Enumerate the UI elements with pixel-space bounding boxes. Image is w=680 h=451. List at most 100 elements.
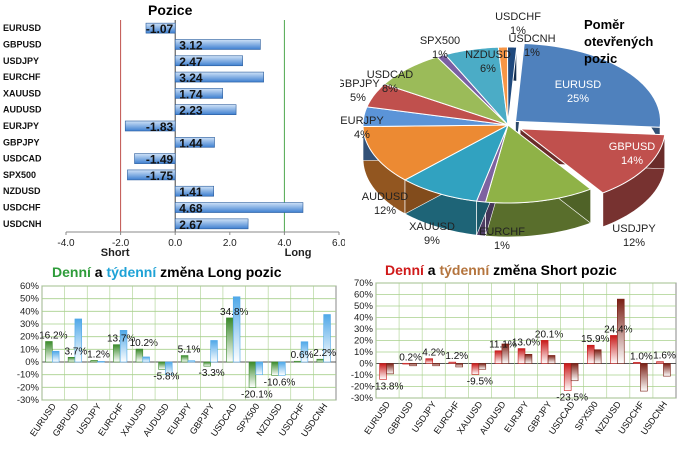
- bar-usdcad-s1: [563, 363, 572, 391]
- category-label-eurjpy: EURJPY: [3, 121, 39, 131]
- pie-label-spx500: SPX500: [420, 35, 460, 47]
- bar-eurjpy-s2: [187, 360, 196, 363]
- x-tick-label: -4.0: [57, 238, 75, 249]
- pie-label-gbpusd: GBPUSD: [609, 141, 656, 153]
- data-label-audusd: -5.8%: [153, 371, 179, 382]
- pie-slice-spx500: [436, 54, 509, 126]
- long-annotation: Long: [285, 247, 312, 259]
- bar-eurusd: [145, 22, 176, 34]
- value-label-eurjpy: -1.83: [146, 120, 174, 134]
- bar-usdchf-s2: [300, 341, 309, 363]
- bar-usdchf-s2: [640, 363, 648, 392]
- pie-label-eurusd: EURUSD: [555, 79, 602, 91]
- bar-spx500-s2: [255, 361, 263, 375]
- long-title-weekly: týdenní: [106, 264, 157, 280]
- y-tick-label: 50%: [20, 294, 40, 305]
- data-label-nzdusd: 24.4%: [604, 324, 632, 335]
- y-tick-label: -10%: [351, 370, 374, 381]
- y-tick-label: 60%: [354, 290, 374, 301]
- pie-percent-gbpjpy: 5%: [350, 92, 366, 104]
- bar-audusd-s2: [165, 361, 173, 375]
- bar-xauusd-s1: [471, 363, 480, 375]
- short-change-chart: -30%-20%-10%0%10%20%30%40%50%60%70% -13.8…: [351, 278, 677, 437]
- y-tick-label: 40%: [20, 306, 40, 317]
- plot-area: [41, 285, 337, 401]
- data-label-usdcad: -23.5%: [556, 393, 588, 404]
- pie-label-xauusd: XAUUSD: [409, 221, 455, 233]
- data-label-usdjpy: 4.2%: [422, 348, 445, 359]
- category-label-eurchf: EURCHF: [3, 72, 41, 82]
- pie-slice-nzdusd: [444, 46, 509, 127]
- bar-usdcad-s2: [570, 363, 579, 382]
- bar-nzdusd-s2: [278, 361, 286, 376]
- short-title-and: a: [423, 262, 440, 278]
- long-title-rest: změna Long pozic: [156, 264, 282, 280]
- data-label-xauusd: 10.2%: [130, 338, 158, 349]
- pie-chart-title: Poměr otevřených pozic: [584, 16, 653, 67]
- y-tick-label: 70%: [354, 278, 374, 289]
- category-label-usdjpy: USDJPY: [3, 56, 39, 66]
- short-chart-title: Denní a týdenní změna Short pozic: [385, 262, 617, 278]
- bar-usdcnh-s2: [323, 314, 331, 363]
- long-change-chart: -30%-20%-10%0%10%20%30%40%50%60%16.2%EUR…: [17, 281, 337, 439]
- data-label-gbpjpy: -3.3%: [199, 368, 225, 379]
- x-tick-label: 2.0: [223, 238, 237, 249]
- data-label-spx500: 15.9%: [581, 334, 609, 345]
- y-tick-label: 0%: [25, 357, 39, 368]
- data-label-eurjpy: 5.1%: [178, 345, 201, 356]
- bar-usdcnh-s2: [663, 363, 671, 377]
- bar-nzdusd: [174, 185, 214, 197]
- pie-percent-eurchf: 1%: [494, 240, 510, 252]
- pie-slice-gbpjpy: [366, 83, 509, 126]
- data-label-gbpusd: 3.7%: [65, 346, 88, 357]
- bar-eurjpy-s1: [517, 348, 526, 364]
- category-label-usdchf: USDCHF: [3, 203, 41, 213]
- bar-eurchf-s2: [119, 330, 128, 363]
- pie-label-usdcad: USDCAD: [367, 69, 414, 81]
- bar-eurchf-s1: [113, 344, 121, 363]
- pie-slice-xauusd: [403, 123, 509, 202]
- bar-nzdusd-s1: [610, 335, 618, 364]
- bar-usdcad: [134, 153, 176, 164]
- pie-slice-usdcad: [383, 56, 509, 126]
- bar-xauusd: [174, 88, 224, 99]
- value-label-eurchf: 3.24: [179, 71, 203, 85]
- pie-slice-audusd: [362, 124, 509, 181]
- data-label-usdjpy: 1.2%: [87, 349, 110, 360]
- y-tick-label: -30%: [351, 393, 374, 404]
- data-label-eurjpy: 13.0%: [512, 338, 540, 349]
- value-label-usdcad: -1.49: [146, 153, 174, 167]
- category-label-eurusd: EURUSD: [3, 23, 42, 33]
- bar-usdjpy-s1: [90, 360, 98, 363]
- pie-label-gbpjpy: GBPJPY: [340, 78, 380, 90]
- bar-eurchf-s2: [455, 363, 463, 368]
- bar-audusd-s1: [158, 361, 166, 370]
- bar-xauusd-s2: [142, 356, 150, 363]
- bar-audusd: [174, 104, 237, 115]
- bar-spx500-s2: [593, 349, 602, 364]
- category-label-usdcad: USDCAD: [3, 154, 42, 164]
- y-tick-label: 30%: [20, 319, 40, 330]
- category-label-nzdusd: NZDUSD: [3, 186, 41, 196]
- data-label-gbpjpy: 20.1%: [535, 329, 563, 340]
- bar-eurchf: [174, 71, 264, 83]
- value-label-usdcnh: 2.67: [179, 218, 203, 232]
- bar-usdjpy: [174, 55, 243, 67]
- x-tick-label: 0.0: [168, 238, 182, 249]
- value-label-gbpjpy: 1.44: [179, 136, 203, 150]
- data-label-xauusd: -9.5%: [467, 376, 493, 387]
- y-tick-label: -10%: [17, 370, 40, 381]
- positions-chart-title: Pozice: [148, 2, 193, 18]
- bar-xauusd-s1: [135, 348, 144, 363]
- value-label-xauusd: 1.74: [179, 87, 203, 101]
- bar-gbpusd-s2: [74, 318, 83, 363]
- value-label-eurusd: -1.07: [146, 22, 174, 36]
- y-tick-label: 10%: [354, 347, 374, 358]
- bar-gbpjpy: [174, 137, 215, 148]
- data-label-usdcnh: 1.6%: [653, 351, 676, 362]
- bar-usdchf: [174, 202, 304, 213]
- bar-usdcad-s2: [232, 296, 241, 363]
- pie-slice-eurusd: [514, 43, 661, 128]
- category-label-xauusd: XAUUSD: [3, 88, 42, 98]
- bar-spx500: [127, 169, 176, 181]
